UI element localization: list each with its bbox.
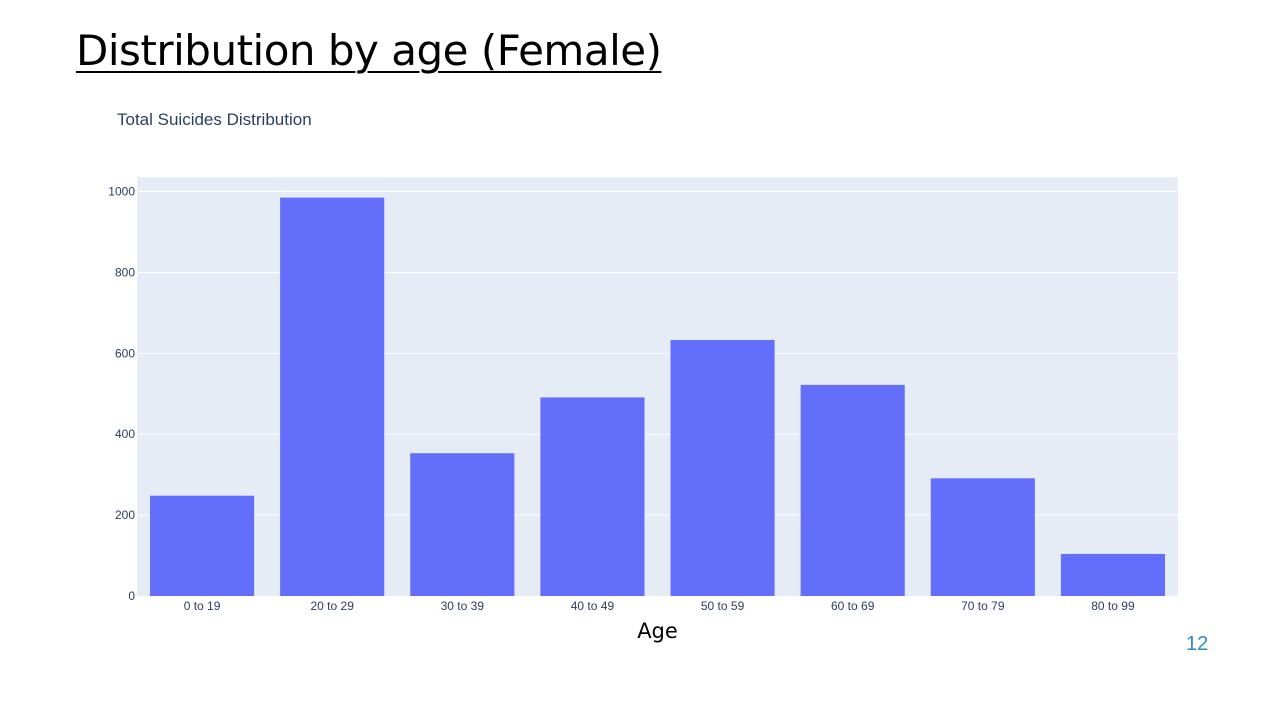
x-axis-ticks: 0 to 19 20 to 29 30 to 39 40 to 49 50 to 59 6…: [184, 599, 1135, 613]
bar[interactable]: [1060, 553, 1165, 596]
x-tick-label: 70 to 79: [961, 599, 1005, 613]
x-tick-label: 20 to 29: [311, 599, 355, 613]
bar[interactable]: [540, 397, 645, 596]
y-tick-label: 0: [128, 589, 135, 603]
slide-title: Distribution by age (Female): [76, 26, 662, 75]
y-tick-label: 200: [115, 508, 135, 522]
y-tick-label: 600: [115, 346, 135, 360]
y-axis-ticks: 0 200 400 600 800 1000: [108, 185, 135, 603]
bar[interactable]: [150, 495, 255, 596]
bar[interactable]: [930, 478, 1035, 596]
bar[interactable]: [670, 339, 775, 596]
x-tick-label: 50 to 59: [701, 599, 745, 613]
y-tick-label: 1000: [108, 185, 135, 199]
bar[interactable]: [410, 453, 515, 596]
y-tick-label: 800: [115, 265, 135, 279]
x-tick-label: 30 to 39: [441, 599, 485, 613]
x-axis-label: Age: [637, 619, 678, 643]
chart-title: Total Suicides Distribution: [117, 110, 312, 129]
bar[interactable]: [800, 384, 905, 596]
page-number: 12: [1186, 633, 1209, 655]
x-tick-label: 60 to 69: [831, 599, 875, 613]
bar[interactable]: [280, 197, 385, 596]
x-tick-label: 80 to 99: [1091, 599, 1135, 613]
y-tick-label: 400: [115, 427, 135, 441]
x-tick-label: 0 to 19: [184, 599, 221, 613]
bars: [150, 197, 1165, 596]
x-tick-label: 40 to 49: [571, 599, 615, 613]
